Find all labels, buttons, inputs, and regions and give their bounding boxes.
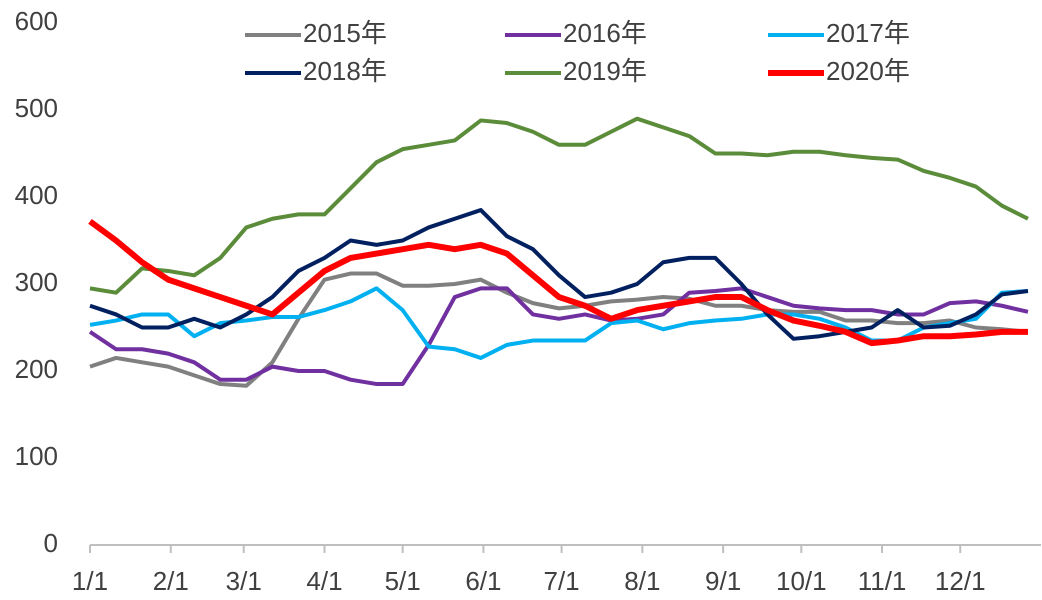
x-tick-label: 9/1: [705, 566, 741, 596]
x-tick-label: 3/1: [226, 566, 262, 596]
x-tick-label: 7/1: [544, 566, 580, 596]
x-tick-label: 5/1: [385, 566, 421, 596]
series-line: [89, 116, 1029, 295]
x-tick-label: 6/1: [465, 566, 501, 596]
y-tick-label: 600: [15, 6, 58, 36]
series-line: [88, 218, 1028, 347]
series-line: [89, 271, 1029, 388]
x-tick-label: 4/1: [306, 566, 342, 596]
y-tick-label: 300: [15, 267, 58, 297]
x-tick-label: 8/1: [624, 566, 660, 596]
y-tick-label: 200: [15, 354, 58, 384]
legend-label: 2016年: [563, 18, 647, 48]
series-line: [88, 286, 1029, 387]
legend-label: 2020年: [826, 56, 910, 86]
legend-label: 2019年: [563, 56, 647, 86]
y-tick-label: 500: [15, 93, 58, 123]
y-tick-label: 400: [15, 180, 58, 210]
series-line: [89, 208, 1029, 341]
x-tick-label: 12/1: [935, 566, 986, 596]
x-tick-label: 11/1: [858, 566, 907, 596]
legend-label: 2015年: [303, 18, 387, 48]
legend-label: 2018年: [303, 56, 387, 86]
x-tick-label: 10/1: [776, 566, 827, 596]
x-tick-label: 2/1: [153, 566, 189, 596]
legend-label: 2017年: [826, 18, 910, 48]
x-tick-label: 1/1: [72, 566, 108, 596]
y-tick-label: 100: [15, 441, 58, 471]
y-tick-label: 0: [44, 528, 58, 558]
